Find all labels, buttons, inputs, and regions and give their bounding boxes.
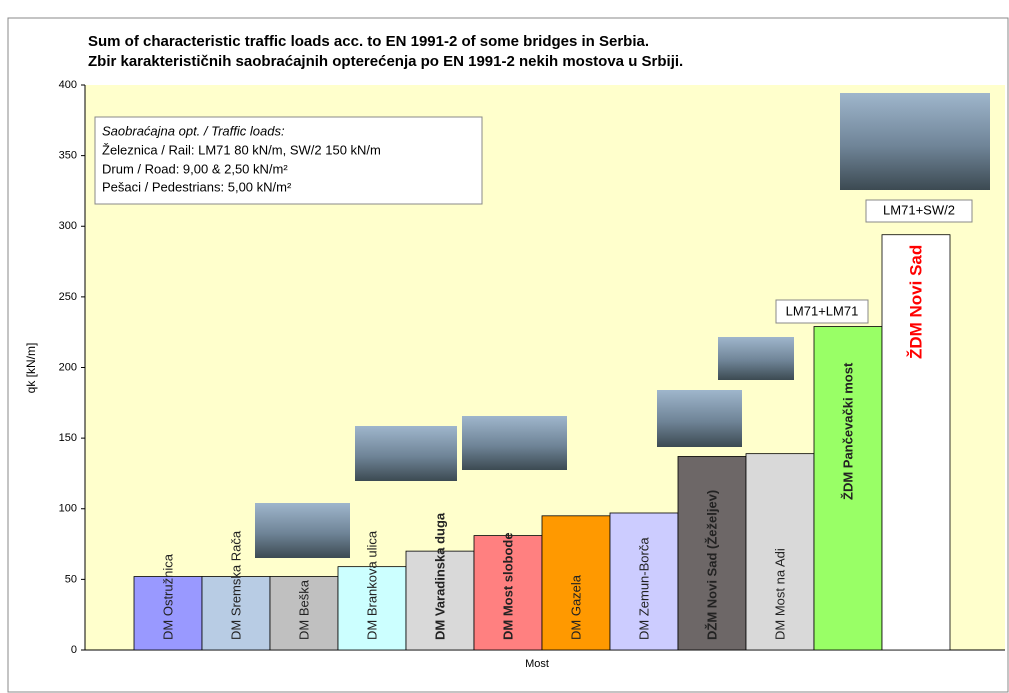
photo [718, 337, 794, 380]
y-axis-label: qk [kN/m] [24, 343, 38, 394]
bar-label: DM Ostružnica [160, 553, 175, 640]
y-tick-label: 50 [65, 573, 77, 585]
y-tick-label: 150 [59, 432, 77, 444]
bar-label: ŽDM Novi Sad [906, 245, 925, 359]
bar [541, 515, 611, 651]
y-tick-label: 200 [59, 361, 77, 373]
bar-label: DM Most na Adi [772, 548, 787, 640]
chart-subtitle: Zbir karakterističnih saobraćajnih opter… [88, 53, 683, 70]
legend-box [94, 116, 483, 205]
legend-title: Saobraćajna opt. / Traffic loads: [102, 123, 285, 138]
annotation: LM71+LM71 [786, 303, 859, 318]
bar-label: ŽDM Pančevački most [840, 362, 855, 500]
y-tick-label: 400 [59, 79, 77, 91]
bar [337, 566, 407, 651]
bar [745, 453, 815, 651]
bar-label: DM Gazela [568, 574, 583, 640]
bar-label: DM Most slobode [500, 532, 515, 640]
y-tick-label: 350 [59, 150, 77, 162]
bar-label: DM Zemun-Borča [636, 537, 651, 640]
legend-line: Drum / Road: 9,00 & 2,50 kN/m² [102, 161, 288, 176]
bar-label: DM Sremska Rača [228, 530, 243, 640]
bar [473, 535, 543, 651]
bar [405, 550, 475, 651]
bar [133, 576, 203, 651]
y-tick-label: 250 [59, 291, 77, 303]
photo [462, 416, 567, 470]
bar [269, 576, 339, 651]
bar [813, 326, 883, 651]
bar [677, 456, 747, 651]
y-tick-label: 100 [59, 503, 77, 515]
bar-label: DM Varadinska duga [432, 512, 447, 640]
photo [840, 93, 990, 190]
y-tick-label: 300 [59, 220, 77, 232]
bar-label: DŽM Novi Sad (Žeželjev) [704, 490, 719, 640]
annotation-box [775, 299, 869, 324]
photo [355, 426, 457, 481]
x-axis-label: Most [525, 658, 549, 670]
annotation: LM71+SW/2 [883, 202, 955, 217]
legend-line: Železnica / Rail: LM71 80 kN/m, SW/2 150… [102, 142, 381, 157]
bar [609, 512, 679, 651]
photo [255, 503, 350, 558]
photo [657, 390, 742, 447]
bar [881, 234, 951, 651]
y-tick-label: 0 [71, 644, 77, 656]
bar-label: DM Brankova ulica [364, 530, 379, 640]
chart-title: Sum of characteristic traffic loads acc.… [88, 33, 649, 50]
legend-line: Pešaci / Pedestrians: 5,00 kN/m² [102, 179, 292, 194]
annotation-box [865, 199, 973, 223]
bar-label: DM Beška [296, 579, 311, 640]
